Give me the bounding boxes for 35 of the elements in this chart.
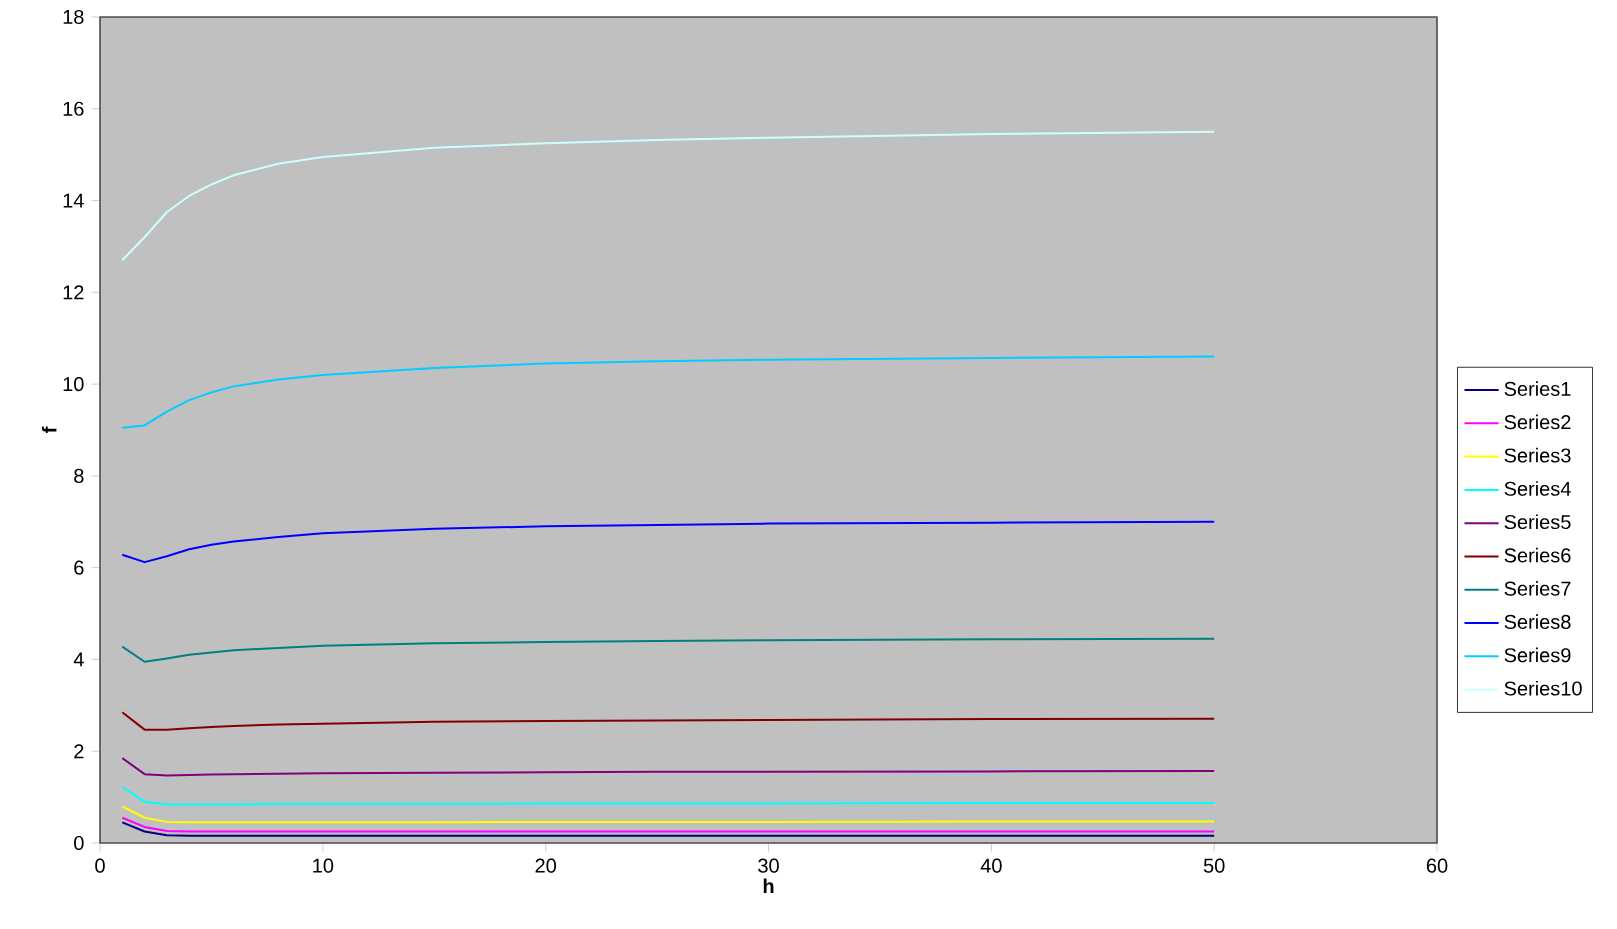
y-tick-label: 14 [63, 193, 84, 208]
legend-label: Series5 [1504, 514, 1571, 530]
y-tick-label: 6 [74, 560, 84, 575]
line-series [121, 711, 1216, 731]
line-series [121, 757, 1216, 777]
line-series [121, 520, 1216, 564]
x-tick-label: 60 [1426, 858, 1448, 873]
y-tick-label: 8 [74, 468, 84, 483]
legend-label: Series8 [1504, 614, 1571, 629]
legend-label: Series10 [1504, 680, 1582, 696]
y-tick-label: 18 [63, 9, 84, 25]
legend-label: Series3 [1504, 447, 1571, 463]
legend-label: Series9 [1504, 647, 1571, 663]
y-axis-title: f [41, 426, 57, 433]
line-series [121, 637, 1216, 663]
y-tick-label: 0 [74, 835, 84, 851]
legend-label: Series4 [1504, 481, 1571, 496]
line-series [121, 355, 1216, 429]
y-tick-label: 16 [63, 101, 84, 116]
legend-label: Series6 [1504, 547, 1571, 563]
y-tick-label: 12 [63, 285, 84, 300]
legend-label: Series2 [1504, 414, 1571, 430]
legend-label: Series1 [1504, 381, 1571, 396]
x-tick-label: 50 [1203, 858, 1225, 873]
x-tick-label: 20 [535, 858, 557, 873]
y-tick-label: 2 [74, 744, 84, 759]
y-tick-label: 10 [63, 377, 84, 392]
y-tick-label: 4 [73, 652, 84, 667]
x-axis-title: h [763, 878, 774, 893]
x-tick-label: 10 [313, 858, 334, 873]
line-series [121, 130, 1216, 262]
x-tick-label: 0 [95, 858, 105, 873]
x-tick-label: 40 [980, 858, 1002, 873]
legend-label: Series7 [1504, 581, 1571, 596]
x-tick-label: 30 [758, 858, 779, 873]
